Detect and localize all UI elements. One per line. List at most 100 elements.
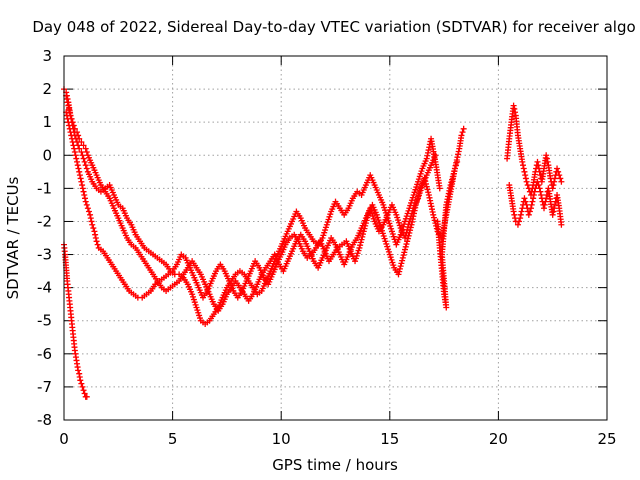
data-point (359, 233, 366, 240)
data-point (541, 201, 548, 208)
data-point (92, 231, 99, 238)
data-point (67, 129, 74, 136)
data-point (81, 390, 88, 397)
data-point (93, 238, 100, 245)
data-point (459, 129, 466, 136)
data-point (80, 387, 87, 394)
data-point (454, 158, 461, 165)
data-point (74, 129, 81, 136)
tick-labels: 0 5 10 15 20 25 -8 -7 -6 -5 -4 -3 -2 -1 0 1 2 3 (37, 47, 617, 448)
data-point (360, 228, 367, 235)
data-point (558, 221, 565, 228)
data-point (449, 176, 456, 183)
data-point (523, 178, 530, 185)
data-point (94, 241, 101, 248)
data-point (554, 165, 561, 172)
data-point (526, 208, 533, 215)
data-point (87, 215, 94, 222)
data-point (72, 152, 79, 159)
data-point (537, 188, 544, 195)
data-point (520, 162, 527, 169)
data-point (92, 235, 99, 241)
data-point (63, 96, 70, 103)
data-point (424, 186, 431, 193)
data-point (535, 162, 542, 169)
x-tick-label: 25 (597, 430, 616, 448)
data-point (399, 257, 406, 264)
data-point (402, 243, 409, 250)
data-point (520, 165, 527, 172)
data-point (356, 244, 363, 251)
y-tick-label: -8 (37, 411, 52, 429)
data-point (536, 168, 543, 175)
data-point (79, 182, 86, 189)
data-point (522, 198, 529, 205)
data-point (535, 182, 542, 189)
y-tick-label: -1 (37, 179, 52, 197)
series-track-5 (434, 158, 461, 311)
data-point (77, 175, 84, 182)
data-point (78, 380, 85, 387)
series-track-6 (504, 102, 565, 198)
data-point (550, 182, 557, 189)
grid (64, 56, 607, 420)
data-point (423, 183, 430, 190)
data-point (68, 135, 75, 142)
data-point (551, 175, 558, 182)
data-point (432, 152, 439, 159)
data-point (510, 208, 517, 215)
data-point (66, 109, 73, 116)
data-point (448, 179, 455, 186)
y-tick-label: -2 (37, 212, 52, 230)
data-point (542, 198, 549, 205)
data-point (77, 377, 84, 384)
data-point (460, 125, 467, 132)
data-point (543, 155, 550, 162)
x-tick-label: 20 (489, 430, 508, 448)
data-point (396, 265, 403, 272)
data-point (451, 165, 458, 172)
data-point (82, 198, 89, 205)
data-point (71, 148, 78, 155)
data-point (516, 218, 523, 225)
data-point (512, 215, 519, 222)
data-point (395, 271, 402, 278)
data-point (555, 168, 562, 175)
data-point (87, 211, 94, 218)
data-point (558, 178, 565, 185)
data-point (71, 145, 78, 152)
data-point (538, 191, 545, 198)
data-point (76, 172, 83, 179)
data-point (511, 105, 518, 112)
data-point (534, 178, 541, 185)
data-point (551, 178, 558, 185)
data-point (399, 254, 406, 261)
data-point (82, 145, 89, 152)
data-point (534, 158, 541, 165)
data-point (551, 201, 558, 208)
data-point (80, 155, 87, 162)
data-point (519, 158, 526, 165)
data-point (82, 162, 89, 169)
y-tick-label: -3 (37, 246, 52, 264)
data-point (402, 235, 409, 241)
y-tick-label: -4 (37, 279, 52, 297)
y-tick-label: 0 (42, 146, 52, 164)
data-point (549, 211, 556, 218)
data-point (83, 201, 90, 208)
data-point (521, 195, 528, 202)
data-point (530, 191, 537, 198)
data-point (80, 188, 87, 195)
data-point (425, 189, 432, 196)
data-point (78, 178, 85, 185)
data-point (519, 205, 526, 212)
x-tick-label: 0 (59, 430, 69, 448)
data-point (401, 249, 408, 256)
data-point (404, 226, 411, 233)
data-point (556, 172, 563, 179)
data-point (83, 148, 90, 155)
x-tick-label: 10 (272, 430, 291, 448)
series-track-4 (61, 241, 90, 400)
data-point (535, 165, 542, 172)
